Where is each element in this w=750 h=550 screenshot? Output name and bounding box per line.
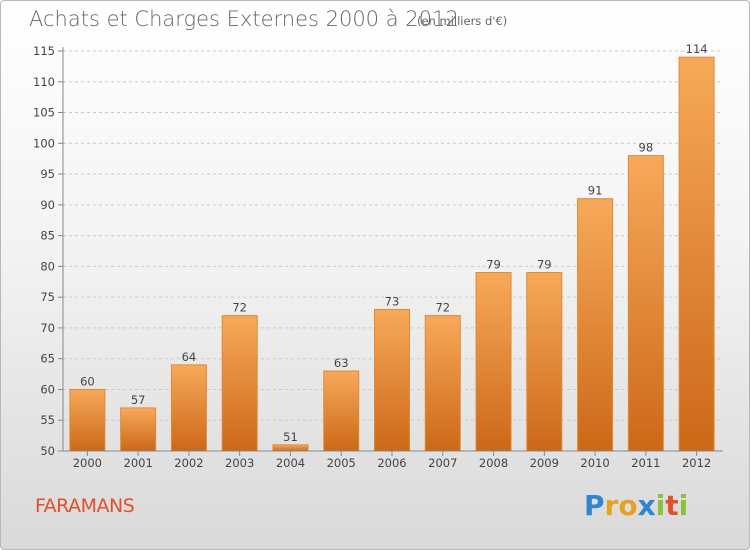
y-tick-label: 115 [33, 44, 55, 58]
chart-unit: (en milliers d'€) [417, 14, 508, 28]
bars: 60 57 64 72 51 63 73 72 79 79 91 98 114 [69, 42, 715, 452]
x-tick-label: 2012 [682, 456, 711, 470]
x-tick-label: 2001 [124, 456, 153, 470]
x-axis: 2000 2001 2002 2003 2004 2005 2006 2007 2008 2009… [63, 450, 723, 470]
bar [678, 56, 715, 452]
x-tick-label: 2004 [276, 456, 305, 470]
y-tick-label: 90 [40, 198, 55, 212]
y-tick-label: 80 [40, 259, 55, 273]
bar [577, 198, 614, 452]
bar-value-label: 79 [486, 258, 501, 272]
logo-letter: r [604, 489, 619, 522]
y-tick-label: 70 [40, 321, 55, 335]
y-tick-label: 100 [33, 136, 55, 150]
y-tick-label: 75 [40, 290, 55, 304]
logo-letter: t [665, 489, 679, 522]
bar [424, 315, 461, 452]
x-tick-label: 2010 [580, 456, 609, 470]
x-tick-label: 2011 [631, 456, 660, 470]
bar [120, 407, 157, 452]
bar-value-label: 60 [80, 374, 95, 388]
bar [627, 155, 664, 452]
bar-value-label: 51 [283, 430, 298, 444]
y-tick-label: 95 [40, 167, 55, 181]
logo-letter: x [637, 489, 656, 522]
bar-value-label: 114 [686, 42, 708, 56]
y-tick-label: 85 [40, 229, 55, 243]
logo-letter: i [655, 489, 666, 522]
bar-value-label: 91 [588, 184, 603, 198]
x-tick-label: 2008 [479, 456, 508, 470]
bar-value-label: 98 [639, 141, 654, 155]
x-tick-label: 2003 [225, 456, 254, 470]
x-tick-label: 2002 [174, 456, 203, 470]
y-axis: 50 55 60 65 70 75 80 85 90 95 100 105 110 115 [33, 44, 64, 458]
bar [526, 272, 563, 452]
bar [170, 364, 207, 452]
bar [272, 444, 309, 452]
logo-letter: o [618, 489, 638, 522]
bar [374, 308, 410, 452]
y-tick-label: 65 [40, 352, 55, 366]
bar-value-label: 72 [232, 301, 247, 315]
chart-title: Achats et Charges Externes 2000 à 2012 [29, 7, 459, 31]
bar-value-label: 64 [182, 350, 197, 364]
x-tick-label: 2005 [327, 456, 356, 470]
y-tick-label: 60 [40, 382, 55, 396]
x-tick-label: 2009 [530, 456, 559, 470]
bar-value-label: 63 [334, 356, 349, 370]
x-tick-label: 2007 [428, 456, 457, 470]
bar [323, 370, 360, 452]
y-tick-label: 105 [33, 106, 55, 120]
bar-value-label: 72 [435, 301, 450, 315]
y-tick-label: 50 [40, 444, 55, 458]
bar-value-label: 79 [537, 258, 552, 272]
logo-letter: i [678, 489, 689, 522]
bar [221, 315, 258, 452]
y-tick-label: 55 [40, 413, 55, 427]
bar-value-label: 57 [131, 393, 146, 407]
bar-value-label: 73 [385, 294, 400, 308]
x-tick-label: 2006 [377, 456, 406, 470]
logo-letter: P [584, 489, 605, 522]
proxiti-logo: Proxiti [584, 489, 688, 522]
y-tick-label: 110 [33, 75, 55, 89]
x-tick-label: 2000 [73, 456, 102, 470]
commune-name: FARAMANS [35, 495, 135, 517]
bar [69, 388, 106, 452]
bar [475, 272, 512, 452]
